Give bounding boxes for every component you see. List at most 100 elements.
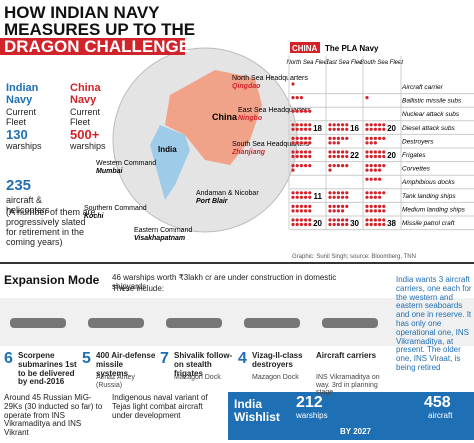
row-label: Ballistic missile subs — [402, 98, 462, 105]
vessel-icon — [10, 318, 66, 328]
ship-dot — [291, 141, 295, 145]
india-fleet: Current Fleet — [6, 107, 37, 127]
ship-dot — [373, 141, 377, 145]
ship-dot — [328, 127, 332, 131]
ship-dot — [369, 136, 373, 140]
item-sub: Mazagon Dock — [252, 374, 299, 381]
ship-dot — [345, 164, 349, 168]
ship-dot — [295, 191, 299, 195]
ship-dot — [378, 204, 382, 208]
vessel-icon — [322, 318, 378, 328]
ship-dot — [308, 209, 312, 213]
ship-dot — [378, 136, 382, 140]
item-sub: Almaz Antey (Russia) — [96, 374, 135, 389]
ship-dot — [341, 154, 345, 159]
ship-dot — [341, 218, 345, 222]
map-label: Southern Command — [84, 205, 147, 212]
ship-dot — [308, 222, 312, 227]
ship-dot — [304, 204, 308, 208]
wishlist-band — [228, 392, 474, 440]
ship-dot — [328, 209, 332, 213]
ship-dot — [336, 150, 340, 154]
ship-dot — [291, 109, 295, 113]
ship-dot — [332, 150, 336, 154]
ship-dot — [365, 177, 369, 181]
india-ships-unit: warships — [6, 141, 42, 151]
map-label: Mumbai — [96, 168, 124, 175]
ship-dot — [291, 154, 295, 159]
ship-dot — [299, 218, 303, 222]
ship-dot — [291, 123, 295, 127]
ship-dot — [299, 96, 303, 100]
ship-dot — [328, 168, 332, 172]
ship-dot — [328, 150, 332, 154]
ship-dot — [332, 191, 336, 195]
cell-value: 22 — [350, 151, 359, 160]
ship-dot — [308, 204, 312, 208]
ship-dot — [365, 222, 369, 227]
ship-dot — [373, 127, 377, 131]
india-note: (A number of them are progressively slat… — [6, 207, 96, 247]
ship-dot — [336, 136, 340, 140]
china-fleet: Current Fleet — [70, 107, 101, 127]
ship-dot — [373, 136, 377, 140]
wishlist-by: BY 2027 — [340, 427, 371, 436]
ship-dot — [365, 204, 369, 208]
ship-dot — [336, 191, 340, 195]
ship-dot — [308, 218, 312, 222]
ship-dot — [382, 136, 386, 140]
ship-dot — [332, 164, 336, 168]
ship-dot — [378, 168, 382, 172]
ship-dot — [373, 195, 377, 199]
ship-dot — [308, 154, 312, 159]
ship-dot — [382, 209, 386, 213]
title-1: HOW INDIAN NAVY — [4, 3, 160, 22]
ship-dot — [365, 218, 369, 222]
expansion-include: These include: — [112, 284, 165, 293]
map-label: Ningbo — [238, 115, 263, 122]
ship-dot — [332, 123, 336, 127]
ship-dot — [291, 150, 295, 154]
row-label: Destroyers — [402, 138, 434, 145]
cell-value: 38 — [387, 219, 396, 228]
expansion-intro: 46 warships worth ₹3lakh cr are under co… — [112, 273, 337, 291]
ship-dot — [336, 123, 340, 127]
map-label: Andaman & Nicobar — [196, 190, 259, 197]
ship-dot — [365, 96, 369, 100]
ship-dot — [299, 154, 303, 159]
ship-dot — [299, 204, 303, 208]
ship-dot — [378, 164, 382, 168]
china-shape — [165, 70, 262, 165]
credit: Graphic: Sunil Singh; source: Bloomberg,… — [292, 254, 416, 260]
ship-dot — [369, 177, 373, 181]
ship-dot — [382, 164, 386, 168]
ship-dot — [382, 123, 386, 127]
ship-dot — [341, 164, 345, 168]
vessel-icon — [244, 318, 300, 328]
item-text: Scorpene submarines 1st to be delivered … — [18, 351, 77, 387]
item-count: 7 — [160, 350, 169, 367]
row-label: Aircraft carrier — [401, 84, 444, 91]
ship-dot — [304, 191, 308, 195]
ship-dot — [291, 195, 295, 199]
ship-dot — [299, 209, 303, 213]
table-tag: CHINA — [292, 44, 318, 53]
ship-dot — [369, 218, 373, 222]
row-label: Diesel attack subs — [402, 125, 455, 132]
table-title: The PLA Navy — [325, 44, 379, 53]
ship-dot — [332, 218, 336, 222]
ship-dot — [369, 154, 373, 159]
ship-dot — [369, 168, 373, 172]
cell-value: 11 — [314, 192, 323, 201]
ship-dot — [345, 204, 349, 208]
row-label: Nuclear attack subs — [402, 111, 460, 118]
ship-dot — [365, 209, 369, 213]
ship-dot — [304, 141, 308, 145]
ship-dot — [304, 123, 308, 127]
ship-dot — [336, 222, 340, 227]
ship-dot — [304, 154, 308, 159]
map-label: South Sea Headquarters — [232, 141, 310, 148]
ship-dot — [369, 123, 373, 127]
ship-dot — [332, 141, 336, 145]
ship-dot — [291, 127, 295, 131]
